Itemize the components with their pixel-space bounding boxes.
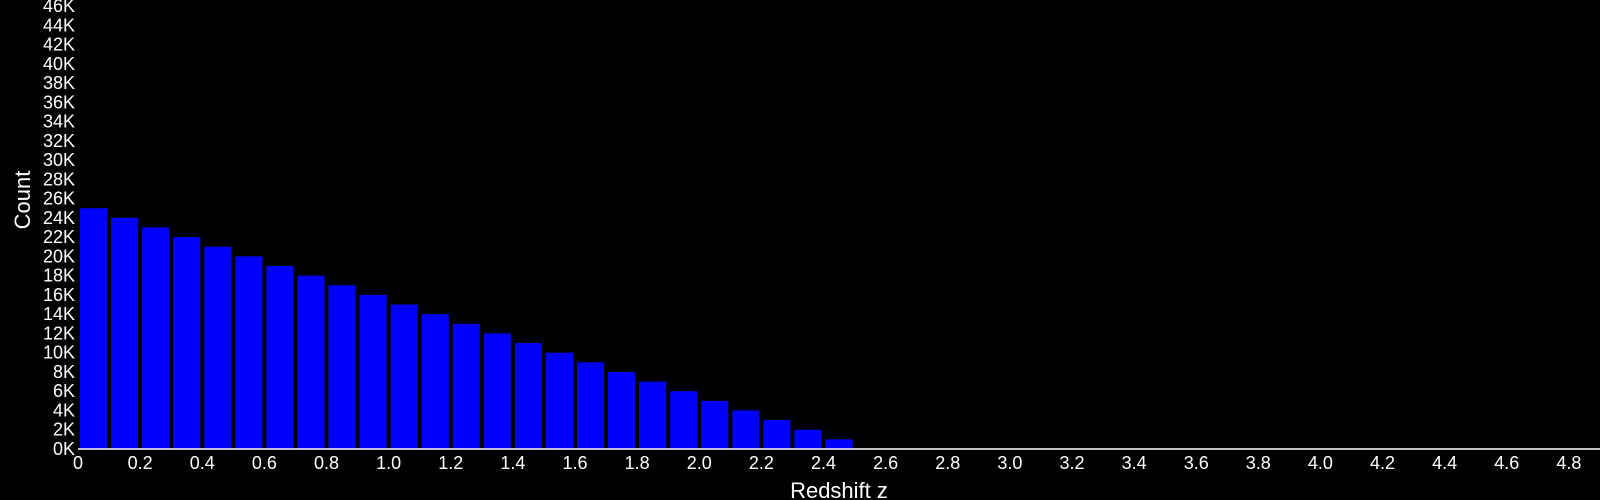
y-tick-label: 34K: [43, 112, 75, 132]
bar-6: [266, 266, 294, 449]
bar-3: [173, 237, 201, 449]
bar-11: [421, 314, 449, 449]
bar-0: [80, 208, 108, 449]
x-tick-label: 3.6: [1184, 453, 1209, 473]
y-tick-label: 32K: [43, 131, 75, 151]
x-axis-ticks: 0 0.2 0.4 0.6 0.8 1.0 1.2 1.4 1.6 1.8 2.0 2.2 2.4 2.6…: [73, 453, 1581, 473]
y-tick-label: 8K: [53, 362, 75, 382]
y-tick-label: 2K: [53, 420, 75, 440]
bar-13: [483, 333, 511, 449]
x-tick-label: 2.0: [687, 453, 712, 473]
x-tick-label: 3.2: [1059, 453, 1084, 473]
y-tick-label: 40K: [43, 54, 75, 74]
x-tick-label: 3.8: [1246, 453, 1271, 473]
y-tick-label: 42K: [43, 35, 75, 55]
y-tick-label: 36K: [43, 92, 75, 112]
y-tick-label: 44K: [43, 15, 75, 35]
x-tick-label: 0: [73, 453, 83, 473]
x-tick-label: 0.6: [252, 453, 277, 473]
bar-9: [359, 294, 387, 449]
x-tick-label: 0.4: [190, 453, 215, 473]
x-tick-label: 3.0: [997, 453, 1022, 473]
y-tick-label: 12K: [43, 323, 75, 343]
x-tick-label: 2.6: [873, 453, 898, 473]
bar-21: [732, 410, 760, 449]
y-tick-label: 24K: [43, 208, 75, 228]
y-tick-label: 20K: [43, 246, 75, 266]
y-axis-label: Count: [10, 171, 35, 230]
x-tick-label: 2.2: [749, 453, 774, 473]
x-tick-label: 3.4: [1122, 453, 1147, 473]
bar-22: [763, 420, 791, 449]
bar-1: [111, 217, 139, 449]
x-tick-label: 4.4: [1432, 453, 1457, 473]
x-tick-label: 4.8: [1556, 453, 1581, 473]
bar-15: [545, 352, 573, 449]
y-tick-label: 26K: [43, 189, 75, 209]
y-axis-ticks: 0K2K4K6K8K10K12K14K16K18K20K22K24K26K28K…: [43, 0, 75, 459]
x-tick-label: 1.4: [500, 453, 525, 473]
y-tick-label: 16K: [43, 285, 75, 305]
bar-17: [608, 371, 636, 449]
y-tick-label: 10K: [43, 343, 75, 363]
x-tick-label: 1.8: [625, 453, 650, 473]
x-tick-label: 4.0: [1308, 453, 1333, 473]
bar-16: [576, 362, 605, 449]
y-tick-label: 46K: [43, 0, 75, 16]
x-axis-label: Redshift z: [790, 478, 888, 500]
bar-18: [639, 381, 667, 449]
bar-19: [670, 391, 698, 449]
bar-5: [235, 256, 263, 449]
x-tick-label: 4.2: [1370, 453, 1395, 473]
x-tick-label: 0.8: [314, 453, 339, 473]
x-tick-label: 0.2: [128, 453, 153, 473]
bar-10: [390, 304, 418, 449]
y-tick-label: 6K: [53, 381, 75, 401]
y-tick-label: 4K: [53, 400, 75, 420]
x-tick-label: 4.6: [1494, 453, 1519, 473]
y-tick-label: 22K: [43, 227, 75, 247]
y-tick-label: 38K: [43, 73, 75, 93]
bar-2: [142, 227, 170, 449]
bar-4: [204, 246, 232, 449]
y-tick-label: 30K: [43, 150, 75, 170]
y-tick-label: 0K: [53, 439, 75, 459]
bars-group: [80, 208, 853, 449]
x-tick-label: 2.8: [935, 453, 960, 473]
y-tick-label: 18K: [43, 266, 75, 286]
bar-7: [297, 275, 325, 449]
y-tick-label: 14K: [43, 304, 75, 324]
bar-12: [452, 323, 480, 449]
y-tick-label: 28K: [43, 169, 75, 189]
bar-23: [794, 429, 822, 449]
x-tick-label: 1.0: [376, 453, 401, 473]
bar-8: [328, 285, 356, 449]
bar-20: [701, 400, 729, 449]
x-tick-label: 1.6: [562, 453, 587, 473]
bar-14: [514, 343, 542, 449]
bar-24: [825, 439, 853, 449]
x-tick-label: 1.2: [438, 453, 463, 473]
x-tick-label: 2.4: [811, 453, 836, 473]
